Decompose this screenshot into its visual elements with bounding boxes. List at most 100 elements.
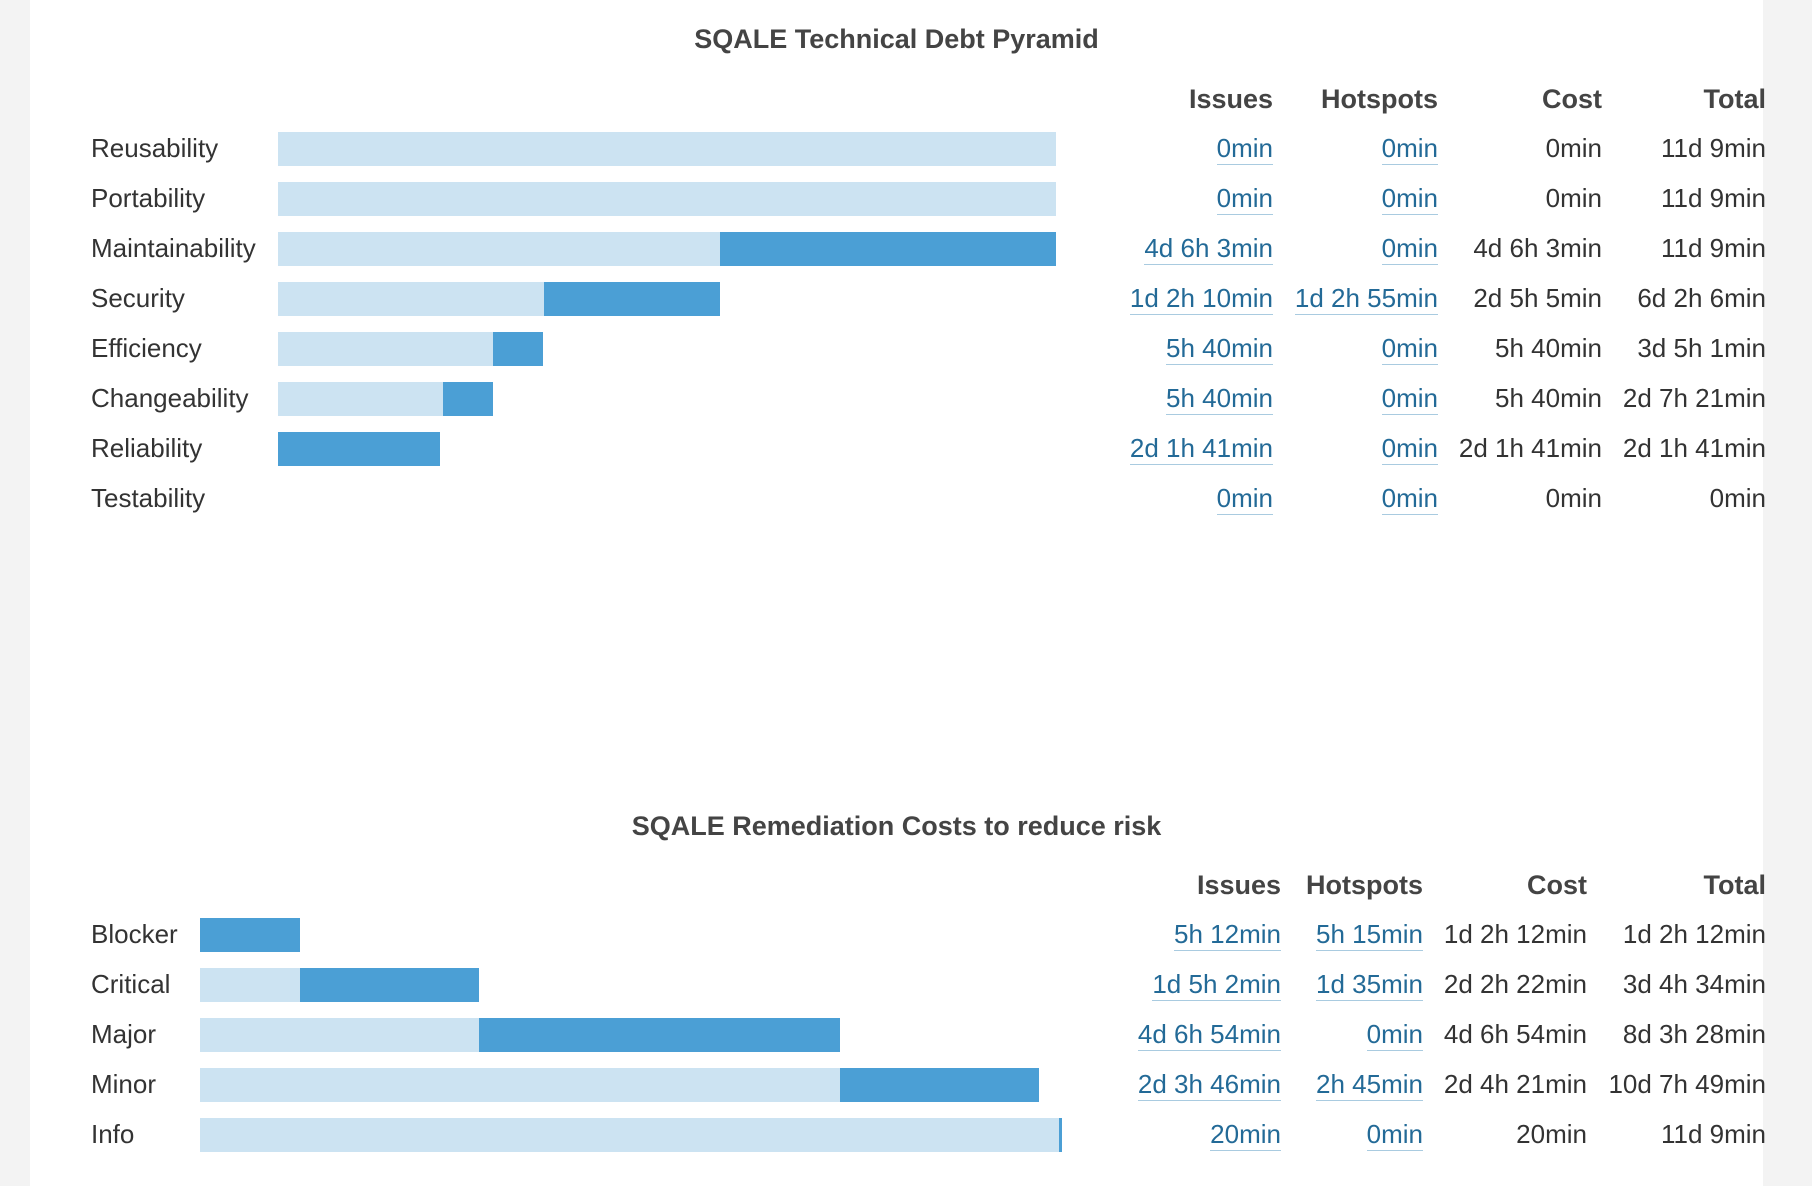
- row-label: Efficiency: [91, 333, 202, 363]
- issues-link[interactable]: 0min: [1216, 133, 1273, 165]
- hotspots-link[interactable]: 0min: [1381, 433, 1438, 465]
- hotspots-link[interactable]: 0min: [1381, 133, 1438, 165]
- hotspots-link[interactable]: 0min: [1381, 483, 1438, 515]
- total-cell: 11d 9min: [1660, 1119, 1766, 1149]
- issues-link[interactable]: 0min: [1216, 483, 1273, 515]
- row-label: Portability: [91, 183, 206, 213]
- chart-row: Maintainability 4d 6h 3min 0min 4d 6h 3min 1…: [30, 223, 1766, 273]
- hotspots-link[interactable]: 0min: [1381, 233, 1438, 265]
- issues-link[interactable]: 4d 6h 3min: [1144, 233, 1273, 265]
- issues-cell: 5h 40min: [1043, 323, 1273, 373]
- cost-bar: [720, 232, 1056, 266]
- row-label: Changeability: [91, 383, 249, 413]
- issues-link[interactable]: 4d 6h 54min: [1137, 1019, 1281, 1051]
- issues-header: Issues: [1196, 870, 1281, 900]
- row-label: Info: [91, 1119, 135, 1149]
- issues-cell: 4d 6h 54min: [1051, 1009, 1281, 1059]
- chart-row: Security 1d 2h 10min 1d 2h 55min 2d 5h 5min…: [30, 273, 1766, 323]
- hotspots-link[interactable]: 0min: [1381, 383, 1438, 415]
- hotspots-link[interactable]: 0min: [1381, 183, 1438, 215]
- hotspots-link[interactable]: 0min: [1366, 1119, 1423, 1151]
- hotspots-link[interactable]: 1d 35min: [1316, 969, 1423, 1001]
- sqale-panel: SQALE Technical Debt Pyramid Issues Hots…: [30, 0, 1767, 1186]
- issues-link[interactable]: 5h 40min: [1166, 383, 1273, 415]
- issues-link[interactable]: 2d 3h 46min: [1137, 1069, 1281, 1101]
- accumulated-bar: [278, 382, 443, 416]
- bar-track: [278, 332, 1056, 366]
- total-cell: 1d 2h 12min: [1622, 919, 1766, 949]
- cost-cell: 2d 1h 41min: [1458, 433, 1602, 463]
- issues-header: Issues: [1188, 84, 1273, 114]
- total-header: Total: [1703, 84, 1767, 114]
- hotspots-cell: 1d 35min: [1193, 959, 1423, 1009]
- issues-link[interactable]: 5h 40min: [1166, 333, 1273, 365]
- chart-row: Blocker 5h 12min 5h 15min 1d 2h 12min 1d 2h …: [30, 909, 1766, 959]
- issues-cell: 5h 40min: [1043, 373, 1273, 423]
- cost-header: Cost: [1527, 870, 1587, 900]
- chart-row: Testability 0min 0min 0min 0min: [30, 473, 1766, 523]
- cost-bar: [479, 1018, 841, 1052]
- hotspots-cell: 5h 15min: [1193, 909, 1423, 959]
- cost-cell: 0min: [1545, 483, 1602, 513]
- issues-cell: 20min: [1051, 1109, 1281, 1159]
- issues-cell: 1d 5h 2min: [1051, 959, 1281, 1009]
- issues-cell: 2d 3h 46min: [1051, 1059, 1281, 1109]
- hotspots-cell: 0min: [1208, 323, 1438, 373]
- issues-link[interactable]: 1d 2h 10min: [1129, 283, 1273, 315]
- bar-track: [278, 182, 1056, 216]
- hotspots-cell: 0min: [1208, 123, 1438, 173]
- cost-bar: [278, 432, 440, 466]
- bar-track: [278, 282, 1056, 316]
- hotspots-header: Hotspots: [1321, 84, 1438, 114]
- accumulated-bar: [278, 132, 1056, 166]
- hotspots-cell: 1d 2h 55min: [1208, 273, 1438, 323]
- total-cell: 3d 5h 1min: [1637, 333, 1766, 363]
- total-cell: 11d 9min: [1660, 183, 1766, 213]
- row-label: Maintainability: [91, 233, 256, 263]
- cost-cell: 1d 2h 12min: [1443, 919, 1587, 949]
- chart-row: Changeability 5h 40min 0min 5h 40min 2d 7h 2…: [30, 373, 1766, 423]
- hotspots-link[interactable]: 2h 45min: [1316, 1069, 1423, 1101]
- hotspots-link[interactable]: 5h 15min: [1316, 919, 1423, 951]
- issues-link[interactable]: 1d 5h 2min: [1152, 969, 1281, 1001]
- row-label: Minor: [91, 1069, 157, 1099]
- cost-bar: [200, 918, 300, 952]
- issues-cell: 0min: [1043, 473, 1273, 523]
- cost-cell: 0min: [1545, 133, 1602, 163]
- issues-cell: 0min: [1043, 123, 1273, 173]
- total-cell: 6d 2h 6min: [1637, 283, 1766, 313]
- hotspots-link[interactable]: 0min: [1381, 333, 1438, 365]
- total-cell: 2d 1h 41min: [1622, 433, 1766, 463]
- chart-row: Major 4d 6h 54min 0min 4d 6h 54min 8d 3h 28m…: [30, 1009, 1766, 1059]
- cost-cell: 4d 6h 54min: [1443, 1019, 1587, 1049]
- accumulated-bar: [200, 1118, 1059, 1152]
- issues-link[interactable]: 20min: [1210, 1119, 1281, 1151]
- hotspots-cell: 0min: [1208, 373, 1438, 423]
- accumulated-bar: [200, 1068, 841, 1102]
- hotspots-cell: 0min: [1208, 223, 1438, 273]
- total-cell: 3d 4h 34min: [1622, 969, 1766, 999]
- total-cell: 10d 7h 49min: [1608, 1069, 1766, 1099]
- bar-track: [200, 918, 1062, 952]
- cost-bar: [299, 968, 480, 1002]
- issues-link[interactable]: 0min: [1216, 183, 1273, 215]
- accumulated-bar: [278, 232, 721, 266]
- bar-track: [200, 968, 1062, 1002]
- cost-cell: 5h 40min: [1495, 333, 1602, 363]
- issues-cell: 2d 1h 41min: [1043, 423, 1273, 473]
- hotspots-header: Hotspots: [1306, 870, 1423, 900]
- accumulated-bar: [278, 182, 1056, 216]
- cost-cell: 20min: [1516, 1119, 1587, 1149]
- row-label: Blocker: [91, 919, 178, 949]
- issues-link[interactable]: 5h 12min: [1174, 919, 1281, 951]
- hotspots-link[interactable]: 0min: [1366, 1019, 1423, 1051]
- accumulated-bar: [278, 332, 493, 366]
- chart-row: Reusability 0min 0min 0min 11d 9min: [30, 123, 1766, 173]
- issues-link[interactable]: 2d 1h 41min: [1129, 433, 1273, 465]
- cost-bar: [442, 382, 493, 416]
- bar-track: [278, 132, 1056, 166]
- hotspots-cell: 0min: [1208, 473, 1438, 523]
- hotspots-cell: 0min: [1208, 173, 1438, 223]
- issues-cell: 1d 2h 10min: [1043, 273, 1273, 323]
- hotspots-link[interactable]: 1d 2h 55min: [1294, 283, 1438, 315]
